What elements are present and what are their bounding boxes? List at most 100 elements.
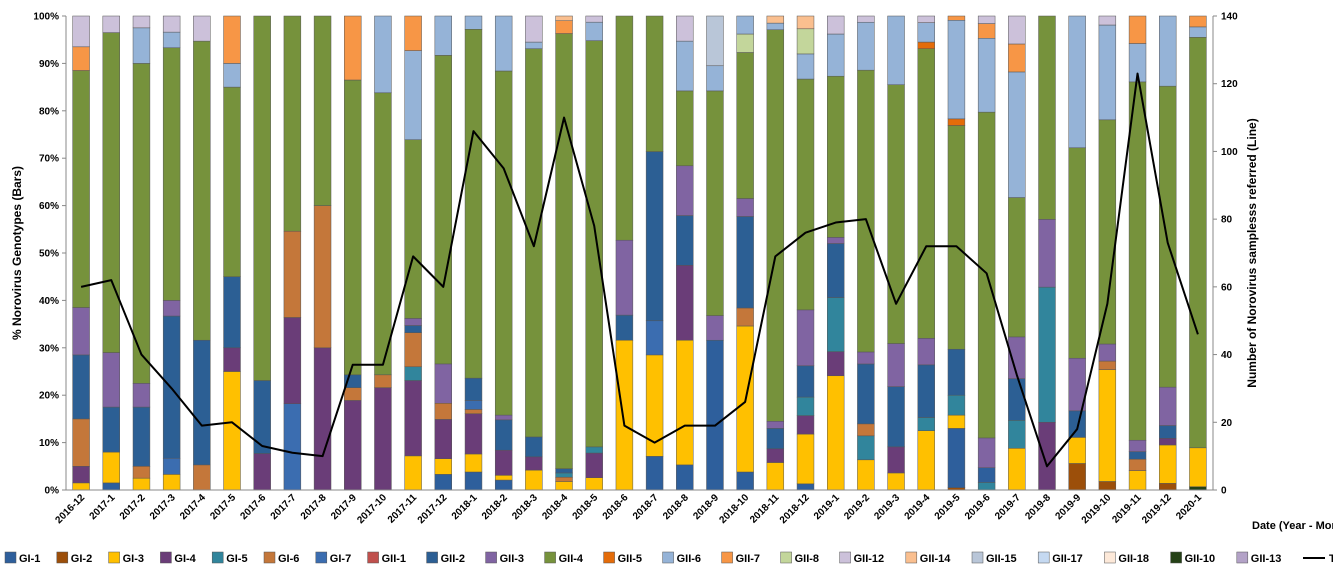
bar-segment-gii-4 [615,15,634,241]
bar-segment-gi-5 [947,394,966,416]
legend-label: GII-18 [1118,553,1149,565]
bar-segment-gi-6 [193,464,211,491]
bar-segment-gii-12 [525,15,543,43]
bar-segment-gii-2 [887,386,905,448]
bar-segment-gii-4 [676,90,694,167]
bar-segment-gii-2 [615,314,634,341]
legend-swatch-gii-5 [603,551,615,564]
x-tick-label: 2018-4 [540,492,570,522]
bar-segment-gi-5 [796,396,815,416]
bar-segment-gii-6 [706,65,724,92]
bar-segment-gii-4 [736,52,754,199]
bar-segment-gii-12 [162,15,181,33]
bar-segment-gii-6 [947,20,966,120]
bar-segment-gii-7 [1189,15,1207,28]
legend-swatch-gii-2 [426,551,438,564]
bar-segment-gii-14 [555,15,573,21]
bar-segment-gii-12 [917,15,935,23]
legend-swatch-gii-12 [839,551,851,564]
bar-segment-gii-4 [645,15,664,152]
bar-segment-gii-6 [857,21,875,71]
bar-segment-gii-6 [1008,71,1026,198]
bar-segment-gii-4 [1128,81,1147,441]
legend-swatch-gii-4 [544,551,556,564]
bar-segment-gi-3 [947,414,966,429]
bar-segment-gii-7 [404,15,422,51]
legend-swatch-gi-7 [315,551,328,564]
x-tick-label: 2018-11 [748,492,782,526]
bar-segment-gi-2 [1098,481,1117,491]
bar-segment-gi-4 [766,448,785,463]
bar-segment-gii-3 [857,351,875,365]
bar-segment-gii-3 [1098,343,1117,362]
x-tick-label: 2017-10 [355,492,389,526]
bar-segment-gii-3 [615,239,634,316]
x-tick-label: 2017-6 [239,492,269,522]
bar-segment-gii-3 [72,307,90,356]
bar-segment-gii-3 [1128,439,1147,452]
x-tick-label: 2020-1 [1174,492,1204,522]
legend-swatch-gii-14 [905,551,918,564]
bar-segment-gi-4 [223,347,241,372]
bar-segment-gii-4 [917,48,935,339]
bar-segment-gii-6 [374,15,392,94]
bar-segment-gii-2 [827,243,845,298]
bar-segment-gi-3 [162,474,181,491]
bar-segment-gi-3 [1068,437,1086,464]
bar-segment-gii-4 [585,40,603,448]
x-tick-label: 2017-5 [208,492,238,522]
legend-label: GI-3 [123,553,144,565]
bar-segment-gii-4 [766,29,785,422]
bar-segment-gi-5 [827,297,845,352]
x-tick-label: 2018-7 [631,492,661,522]
bar-segment-gii-4 [132,63,151,384]
bar-segment-gii-5 [917,41,935,49]
bar-segment-gii-6 [132,27,151,64]
bar-segment-gii-12 [827,15,845,35]
x-tick-label: 2019-4 [903,492,933,522]
bar-segment-gi-6 [1098,360,1117,370]
bar-segment-gii-12 [585,15,603,23]
bar-segment-gii-3 [977,437,996,468]
bar-segment-gi-5 [1038,286,1056,423]
bar-segment-gii-6 [887,15,905,85]
bar-segment-gii-6 [1189,26,1207,38]
bar-segment-gi-1 [947,428,966,488]
bar-segment-gi-6 [344,387,362,401]
legend-swatch-gii-13 [1236,551,1249,564]
bar-segment-gii-2 [223,276,241,349]
bar-segment-gii-2 [72,354,90,420]
x-tick-label: 2018-2 [480,492,510,522]
bar-segment-gi-4 [1038,421,1056,491]
bar-segment-gii-12 [857,15,875,23]
bar-segment-gii-4 [283,15,302,232]
legend-swatch-gii-10 [1170,551,1182,564]
bar-segment-gii-4 [1068,147,1086,359]
bar-segment-gii-6 [223,63,241,88]
bar-segment-gi-5 [555,472,573,478]
x-tick-label: 2018-1 [450,492,480,522]
bar-segment-gi-1 [676,464,694,491]
bar-segment-gi-6 [1128,458,1147,471]
bar-segment-gi-3 [585,477,603,491]
bar-segment-gi-3 [223,371,241,491]
bar-segment-gi-1 [464,471,483,491]
bar-segment-gi-4 [344,400,362,491]
bar-segment-gi-3 [827,375,845,491]
bar-segment-gii-6 [434,15,453,56]
bar-segment-gii-6 [525,41,543,49]
bar-segment-gi-7 [645,320,664,356]
bar-segment-gi-3 [796,433,815,485]
bar-segment-gi-3 [494,475,513,481]
y-right-tick-label: 100 [1221,147,1238,158]
bar-segment-gii-3 [1159,386,1177,426]
bar-segment-gi-3 [434,458,453,475]
bar-segment-gi-3 [525,469,543,491]
bar-segment-gii-6 [766,22,785,31]
y-left-tick-label: 20% [39,391,59,402]
bar-segment-gi-6 [283,230,302,318]
bar-segment-gi-4 [494,449,513,476]
bar-segment-gii-3 [676,165,694,216]
y-right-tick-label: 40 [1221,350,1233,361]
bar-segment-gi-7 [283,403,302,491]
